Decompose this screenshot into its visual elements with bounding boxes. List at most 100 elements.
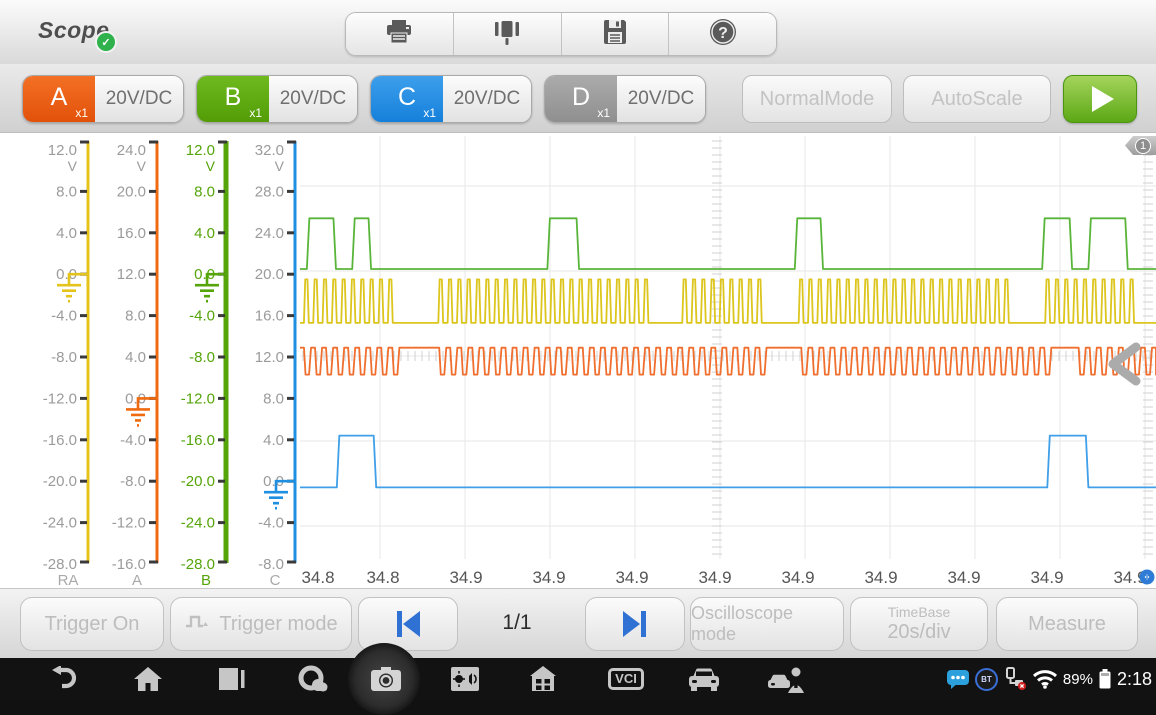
- bluetooth-status-icon[interactable]: BT: [974, 667, 998, 691]
- home-icon: [134, 667, 162, 691]
- svg-text:34.8: 34.8: [301, 568, 334, 587]
- back-button[interactable]: [46, 658, 80, 700]
- android-nav-bar: VCI BT: [0, 643, 1156, 715]
- page-indicator: 1/1: [502, 611, 532, 634]
- svg-text:34.9: 34.9: [1030, 568, 1063, 587]
- shop-hub-button[interactable]: [526, 658, 560, 700]
- connected-check-icon: ✓: [95, 31, 117, 53]
- svg-text:28.0: 28.0: [255, 183, 284, 200]
- screenshot-button[interactable]: [368, 658, 404, 700]
- save-icon: [601, 18, 629, 51]
- oscilloscope-mode-button[interactable]: Oscilloscope mode: [690, 597, 844, 651]
- channel-a-color-segment[interactable]: A x1: [23, 76, 95, 122]
- wifi-icon[interactable]: [1032, 669, 1058, 689]
- data-logging-button[interactable]: [294, 658, 332, 700]
- header: Scope ✓: [0, 0, 1156, 65]
- channel-d-button[interactable]: D x1 20V/DC: [544, 75, 706, 123]
- display-settings-button[interactable]: [447, 658, 483, 700]
- timebase-button[interactable]: TimeBase 20s/div: [850, 597, 988, 651]
- play-icon: [1092, 86, 1114, 112]
- svg-text:-8.0: -8.0: [120, 473, 146, 490]
- page-marker-tab[interactable]: 1: [1125, 136, 1156, 155]
- svg-text:34.8: 34.8: [366, 568, 399, 587]
- svg-text:-28.0: -28.0: [181, 556, 215, 573]
- svg-text:34.9: 34.9: [615, 568, 648, 587]
- channel-b-range[interactable]: 20V/DC: [269, 76, 357, 122]
- skip-to-start-icon: [397, 611, 420, 637]
- svg-text:34.9: 34.9: [781, 568, 814, 587]
- trigger-mode-button[interactable]: Trigger mode: [170, 597, 352, 651]
- channel-d-color-segment[interactable]: D x1: [545, 76, 617, 122]
- svg-text:0.0: 0.0: [125, 390, 146, 407]
- vci-icon: VCI: [608, 668, 644, 690]
- measure-button[interactable]: Measure: [996, 597, 1138, 651]
- top-toolbar: ?: [345, 12, 777, 56]
- battery-icon: [1099, 669, 1111, 689]
- svg-text:B: B: [201, 572, 211, 589]
- vehicle-icon: [689, 668, 719, 691]
- camera-icon: [371, 667, 401, 691]
- channel-c-range[interactable]: 20V/DC: [443, 76, 531, 122]
- svg-text:32.0: 32.0: [255, 142, 284, 159]
- display-icon: [451, 667, 479, 691]
- page-marker-number: 1: [1135, 137, 1151, 154]
- svg-text:8.0: 8.0: [263, 390, 284, 407]
- auto-scale-button[interactable]: AutoScale: [903, 75, 1051, 123]
- svg-text:12.0: 12.0: [48, 142, 77, 159]
- status-cluster: BT 89% 2:18: [946, 658, 1152, 700]
- svg-text:24.0: 24.0: [117, 142, 146, 159]
- channel-b-button[interactable]: B x1 20V/DC: [196, 75, 358, 123]
- svg-text:-4.0: -4.0: [189, 308, 215, 325]
- bottom-toolbar: Trigger On Trigger mode 1/1 Oscilloscope…: [0, 588, 1156, 659]
- normal-mode-button[interactable]: NormalMode: [742, 75, 892, 123]
- vehicle-menu-button[interactable]: [684, 658, 724, 700]
- help-button[interactable]: ?: [669, 13, 776, 55]
- trigger-on-button[interactable]: Trigger On: [20, 597, 164, 651]
- channel-c-button[interactable]: C x1 20V/DC: [370, 75, 532, 123]
- vci-connection-icon[interactable]: [1003, 667, 1027, 691]
- svg-text:4.0: 4.0: [125, 349, 146, 366]
- next-page-button[interactable]: [585, 597, 685, 651]
- channel-b-color-segment[interactable]: B x1: [197, 76, 269, 122]
- channel-a-button[interactable]: A x1 20V/DC: [22, 75, 184, 123]
- sync-icon: [298, 665, 328, 692]
- svg-text:4.0: 4.0: [194, 225, 215, 242]
- previous-page-button[interactable]: [358, 597, 458, 651]
- channel-d-letter: D: [571, 83, 591, 111]
- svg-text:20.0: 20.0: [255, 266, 284, 283]
- recents-button[interactable]: [215, 658, 249, 700]
- service-button[interactable]: [764, 658, 810, 700]
- channel-a-scale: x1: [75, 106, 88, 120]
- run-button[interactable]: [1063, 75, 1137, 123]
- channel-b-scale: x1: [249, 106, 262, 120]
- print-button[interactable]: [346, 13, 454, 55]
- svg-text:16.0: 16.0: [117, 225, 146, 242]
- svg-text:-24.0: -24.0: [43, 515, 77, 532]
- svg-text:-4.0: -4.0: [258, 515, 284, 532]
- trigger-mode-label: Trigger mode: [219, 612, 338, 635]
- channel-c-scale: x1: [423, 106, 436, 120]
- svg-text:34.9: 34.9: [1113, 568, 1146, 587]
- channel-d-range[interactable]: 20V/DC: [617, 76, 705, 122]
- svg-text:-28.0: -28.0: [43, 556, 77, 573]
- svg-text:-16.0: -16.0: [112, 556, 146, 573]
- vci-manager-button[interactable]: VCI: [604, 658, 648, 700]
- probe-connect-icon: [492, 18, 522, 51]
- svg-text:12.0: 12.0: [255, 349, 284, 366]
- service-icon: [768, 667, 804, 693]
- channel-a-range[interactable]: 20V/DC: [95, 76, 183, 122]
- svg-text:-4.0: -4.0: [51, 308, 77, 325]
- svg-text:34.9: 34.9: [864, 568, 897, 587]
- save-button[interactable]: [561, 13, 670, 55]
- svg-text:RA: RA: [58, 572, 79, 589]
- probe-compare-button[interactable]: [453, 13, 562, 55]
- channel-c-color-segment[interactable]: C x1: [371, 76, 443, 122]
- svg-text:?: ?: [718, 25, 728, 42]
- svg-text:16.0: 16.0: [255, 308, 284, 325]
- messages-icon[interactable]: [946, 668, 970, 690]
- recents-icon: [219, 668, 245, 690]
- svg-text:V: V: [206, 158, 216, 174]
- home-button[interactable]: [131, 658, 165, 700]
- svg-text:V: V: [275, 158, 285, 174]
- svg-text:C: C: [270, 572, 281, 589]
